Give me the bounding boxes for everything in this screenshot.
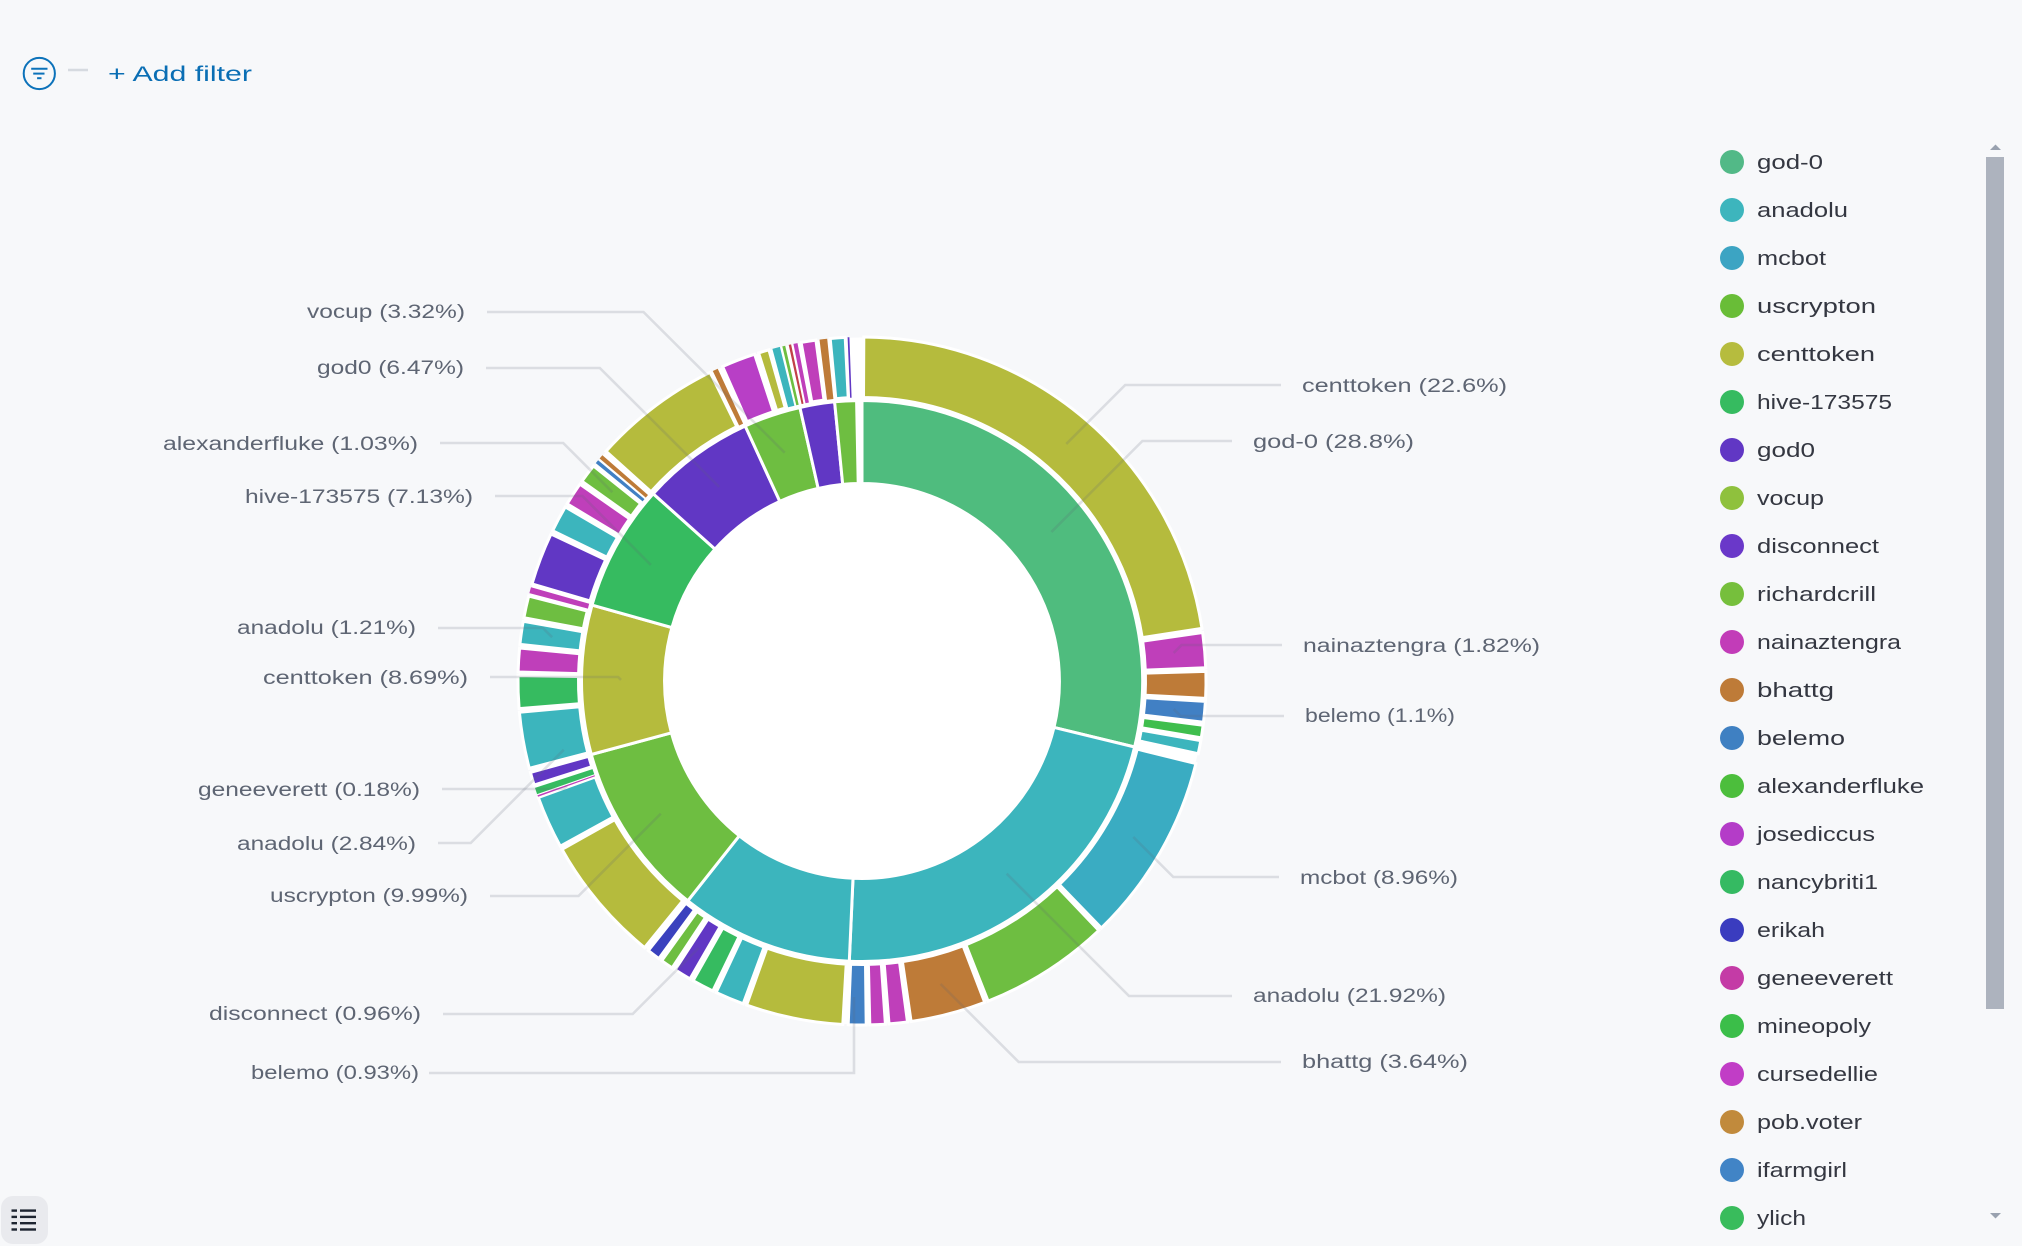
svg-text:bhattg: bhattg	[1757, 680, 1834, 702]
svg-text:centtoken: centtoken	[1757, 344, 1875, 366]
svg-text:mcbot (8.96%): mcbot (8.96%)	[1300, 868, 1458, 889]
svg-text:vocup: vocup	[1757, 488, 1824, 510]
svg-text:pob.voter: pob.voter	[1757, 1112, 1862, 1134]
svg-text:belemo (0.93%): belemo (0.93%)	[251, 1063, 419, 1084]
svg-text:nancybriti1: nancybriti1	[1757, 872, 1878, 894]
svg-text:belemo (1.1%): belemo (1.1%)	[1305, 706, 1455, 727]
svg-text:god-0: god-0	[1757, 152, 1823, 174]
svg-text:centtoken (22.6%): centtoken (22.6%)	[1302, 376, 1507, 397]
svg-text:alexanderfluke (1.03%): alexanderfluke (1.03%)	[163, 434, 418, 455]
svg-text:belemo: belemo	[1757, 728, 1845, 750]
svg-text:anadolu (2.84%): anadolu (2.84%)	[237, 834, 416, 855]
svg-text:mcbot: mcbot	[1757, 248, 1827, 270]
svg-text:josediccus: josediccus	[1756, 824, 1875, 846]
svg-text:god-0 (28.8%): god-0 (28.8%)	[1253, 432, 1414, 453]
svg-text:anadolu (1.21%): anadolu (1.21%)	[237, 618, 416, 639]
svg-text:cursedellie: cursedellie	[1757, 1064, 1878, 1086]
svg-text:anadolu: anadolu	[1757, 200, 1848, 222]
svg-text:nainaztengra: nainaztengra	[1757, 632, 1902, 654]
svg-text:anadolu (21.92%): anadolu (21.92%)	[1253, 986, 1446, 1007]
svg-text:uscrypton: uscrypton	[1757, 296, 1876, 318]
svg-text:geneeverett: geneeverett	[1757, 968, 1894, 990]
svg-text:ylich: ylich	[1757, 1208, 1806, 1230]
svg-text:richardcrill: richardcrill	[1757, 584, 1876, 606]
svg-text:geneeverett (0.18%): geneeverett (0.18%)	[198, 780, 420, 801]
svg-text:mineopoly: mineopoly	[1757, 1016, 1871, 1038]
svg-text:nainaztengra (1.82%): nainaztengra (1.82%)	[1303, 636, 1540, 657]
svg-text:hive-173575 (7.13%): hive-173575 (7.13%)	[245, 487, 473, 508]
svg-text:hive-173575: hive-173575	[1757, 392, 1892, 414]
svg-text:bhattg (3.64%): bhattg (3.64%)	[1302, 1052, 1468, 1073]
svg-text:disconnect (0.96%): disconnect (0.96%)	[209, 1004, 421, 1025]
svg-text:god0 (6.47%): god0 (6.47%)	[317, 358, 464, 379]
svg-text:erikah: erikah	[1757, 920, 1825, 942]
svg-text:disconnect: disconnect	[1757, 536, 1880, 558]
svg-text:centtoken (8.69%): centtoken (8.69%)	[263, 668, 468, 689]
svg-text:god0: god0	[1757, 440, 1815, 462]
svg-text:uscrypton (9.99%): uscrypton (9.99%)	[270, 886, 468, 907]
svg-text:+ Add filter: + Add filter	[108, 63, 252, 86]
svg-text:alexanderfluke: alexanderfluke	[1757, 776, 1924, 798]
svg-text:vocup (3.32%): vocup (3.32%)	[307, 302, 465, 323]
svg-text:ifarmgirl: ifarmgirl	[1757, 1160, 1847, 1182]
